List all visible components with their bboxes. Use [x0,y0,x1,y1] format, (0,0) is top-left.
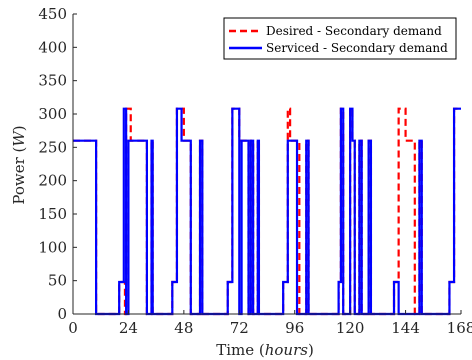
legend-box [223,17,457,60]
x-axis-title: Time (hours) [216,341,314,359]
legend-label-serviced: Serviced - Secondary demand [266,41,448,55]
x-tick-label: 96 [285,319,304,337]
x-tick-label: 48 [174,319,193,337]
series-line-desired [73,107,461,316]
axes-layer [72,14,461,315]
y-axis-title-unit: W [10,130,28,147]
x-tick-label: 168 [447,319,472,337]
y-tick-label: 450 [38,5,67,23]
x-axis-title-paren-close: ) [308,341,314,359]
legend-label-desired: Desired - Secondary demand [266,24,442,38]
x-axis-title-main: Time [216,341,254,359]
y-tick-label: 0 [57,305,67,323]
x-tick-label: 24 [119,319,138,337]
y-tick-label: 150 [38,205,67,223]
y-tick-label: 250 [38,138,67,156]
x-tick-label: 0 [68,319,78,337]
x-axis-title-unit: hours [265,341,309,359]
x-tick-label: 144 [391,319,420,337]
x-tick-label: 72 [230,319,249,337]
y-tick-label: 100 [38,238,67,256]
y-axis-title-paren-close: ) [10,125,28,131]
x-axis-title-paren-open: ( [254,341,265,359]
y-axis-title-paren-open: ( [10,147,28,158]
y-tick-label: 200 [38,172,67,190]
x-tick-label: 120 [336,319,365,337]
y-axis-title: Power (W) [10,125,28,204]
series-line-serviced [73,107,461,316]
y-tick-label: 400 [38,38,67,56]
y-tick-label: 300 [38,105,67,123]
y-tick-label: 350 [38,72,67,90]
series-layer [73,107,461,316]
legend: Desired - Secondary demand Serviced - Se… [223,17,457,60]
y-axis-title-main: Power [10,156,28,204]
y-tick-label: 50 [48,272,67,290]
ticks-layer: 0 24 48 72 96 120 144 168 0 50 100 150 200 250 300 350 4… [38,5,472,337]
